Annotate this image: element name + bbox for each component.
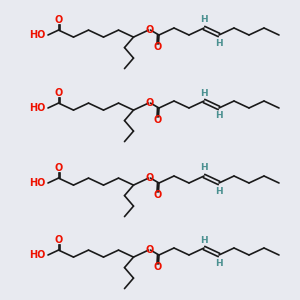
Text: H: H (215, 187, 223, 196)
Text: HO: HO (30, 30, 46, 40)
Text: HO: HO (30, 178, 46, 188)
Text: H: H (200, 16, 208, 25)
Text: O: O (153, 190, 162, 200)
Text: O: O (146, 25, 154, 35)
Text: H: H (200, 236, 208, 244)
Text: O: O (54, 163, 63, 173)
Text: O: O (146, 173, 154, 183)
Text: HO: HO (30, 103, 46, 113)
Text: O: O (153, 262, 162, 272)
Text: O: O (153, 115, 162, 125)
Text: HO: HO (30, 250, 46, 260)
Text: O: O (153, 42, 162, 52)
Text: H: H (215, 259, 223, 268)
Text: O: O (54, 88, 63, 98)
Text: O: O (54, 235, 63, 245)
Text: O: O (146, 98, 154, 108)
Text: O: O (146, 245, 154, 255)
Text: O: O (54, 15, 63, 25)
Text: H: H (215, 38, 223, 47)
Text: H: H (200, 164, 208, 172)
Text: H: H (215, 112, 223, 121)
Text: H: H (200, 88, 208, 98)
